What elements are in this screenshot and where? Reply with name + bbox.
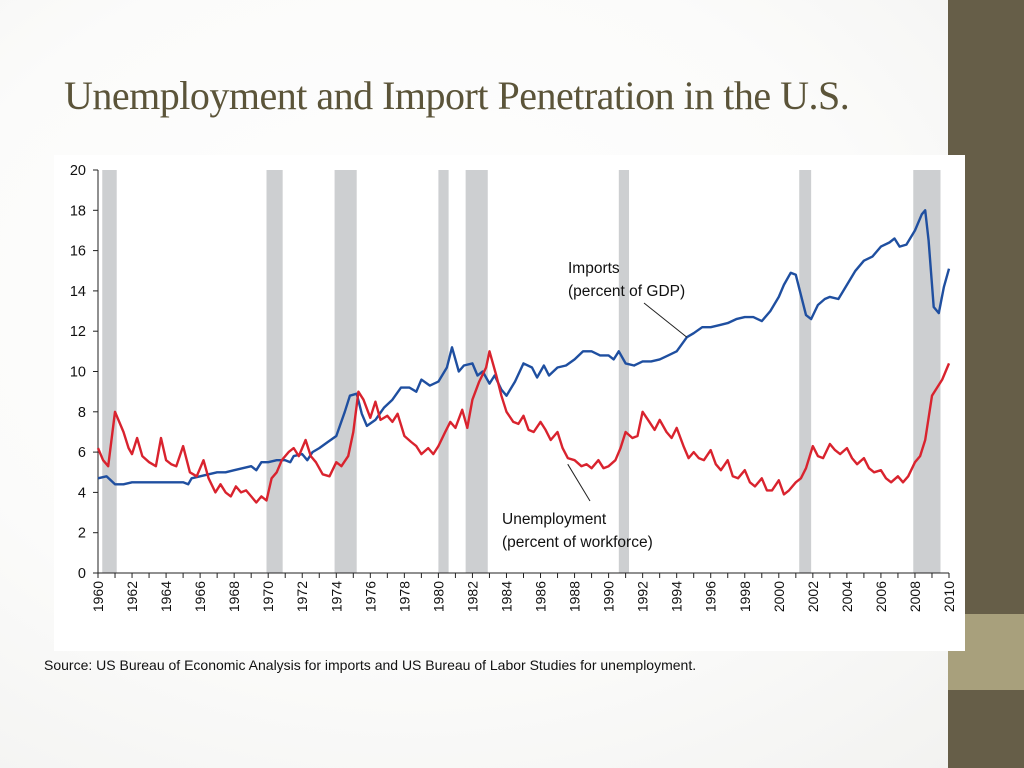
chart-frame: 0 2 4 6 8 10 12 14 16 18 20 1960 1962 1964 1966 1968 19… bbox=[54, 155, 965, 651]
x-tick-label: 1972 bbox=[294, 581, 310, 612]
unemployment-line bbox=[96, 350, 951, 504]
x-tick-label: 2002 bbox=[805, 581, 821, 612]
x-tick-label: 2006 bbox=[873, 581, 889, 612]
recession-band-2 bbox=[334, 170, 357, 573]
recession-band-7 bbox=[913, 170, 941, 573]
y-tick-label: 14 bbox=[70, 284, 86, 300]
unemployment-annotation-line-0: Unemployment bbox=[502, 511, 607, 528]
x-tick-label: 1990 bbox=[601, 581, 617, 612]
slide-title: Unemployment and Import Penetration in t… bbox=[64, 73, 850, 118]
x-axis-ticks: 1960 1962 1964 1966 1968 1970 1972 1974 1976 1978… bbox=[90, 573, 957, 612]
y-tick-label: 6 bbox=[78, 445, 86, 461]
y-tick-label: 12 bbox=[70, 324, 86, 340]
recession-band-6 bbox=[799, 170, 812, 573]
x-tick-label: 1968 bbox=[226, 581, 242, 612]
x-tick-label: 1996 bbox=[703, 581, 719, 612]
recession-band-1 bbox=[266, 170, 283, 573]
recession-band-0 bbox=[102, 170, 117, 573]
y-tick-label: 4 bbox=[78, 485, 86, 501]
recession-band-5 bbox=[618, 170, 630, 573]
x-tick-label: 1966 bbox=[192, 581, 208, 612]
y-tick-label: 2 bbox=[78, 526, 86, 542]
y-tick-label: 20 bbox=[70, 163, 86, 179]
y-tick-label: 16 bbox=[70, 244, 86, 260]
x-tick-label: 1960 bbox=[90, 581, 106, 612]
x-tick-label: 1986 bbox=[533, 581, 549, 612]
x-tick-label: 1984 bbox=[498, 581, 514, 612]
y-axis-ticks: 0 2 4 6 8 10 12 14 16 18 20 bbox=[70, 163, 98, 582]
x-tick-label: 1998 bbox=[737, 581, 753, 612]
x-tick-label: 1982 bbox=[464, 581, 480, 612]
unemployment-annotation-line-1: (percent of workforce) bbox=[502, 534, 653, 551]
y-tick-label: 10 bbox=[70, 365, 86, 381]
imports-annotation-line-1: (percent of GDP) bbox=[568, 283, 685, 300]
imports-annotation-line-0: Imports bbox=[568, 260, 620, 277]
x-tick-label: 2010 bbox=[941, 581, 957, 612]
unemployment-annotation-pointer bbox=[567, 463, 591, 502]
source-note: Source: US Bureau of Economic Analysis f… bbox=[44, 657, 697, 673]
y-tick-label: 8 bbox=[78, 405, 86, 421]
x-tick-label: 1992 bbox=[635, 581, 651, 612]
x-tick-label: 1962 bbox=[124, 581, 140, 612]
x-tick-label: 2008 bbox=[907, 581, 923, 612]
imports-line bbox=[97, 209, 951, 486]
x-tick-label: 1978 bbox=[396, 581, 412, 612]
imports-annotation-pointer bbox=[643, 302, 688, 338]
y-tick-label: 18 bbox=[70, 203, 86, 219]
x-tick-label: 1980 bbox=[430, 581, 446, 612]
x-tick-label: 1974 bbox=[328, 581, 344, 612]
x-tick-label: 1976 bbox=[362, 581, 378, 612]
chart-annotations: Imports (percent of GDP) Unemployment (perc… bbox=[502, 260, 688, 551]
x-tick-label: 1970 bbox=[260, 581, 276, 612]
y-tick-label: 0 bbox=[78, 566, 86, 582]
x-tick-label: 1994 bbox=[669, 581, 685, 612]
x-tick-label: 1964 bbox=[158, 581, 174, 612]
series-lines bbox=[96, 209, 951, 504]
x-tick-label: 2000 bbox=[771, 581, 787, 612]
x-tick-label: 1988 bbox=[567, 581, 583, 612]
x-tick-label: 2004 bbox=[839, 581, 855, 612]
